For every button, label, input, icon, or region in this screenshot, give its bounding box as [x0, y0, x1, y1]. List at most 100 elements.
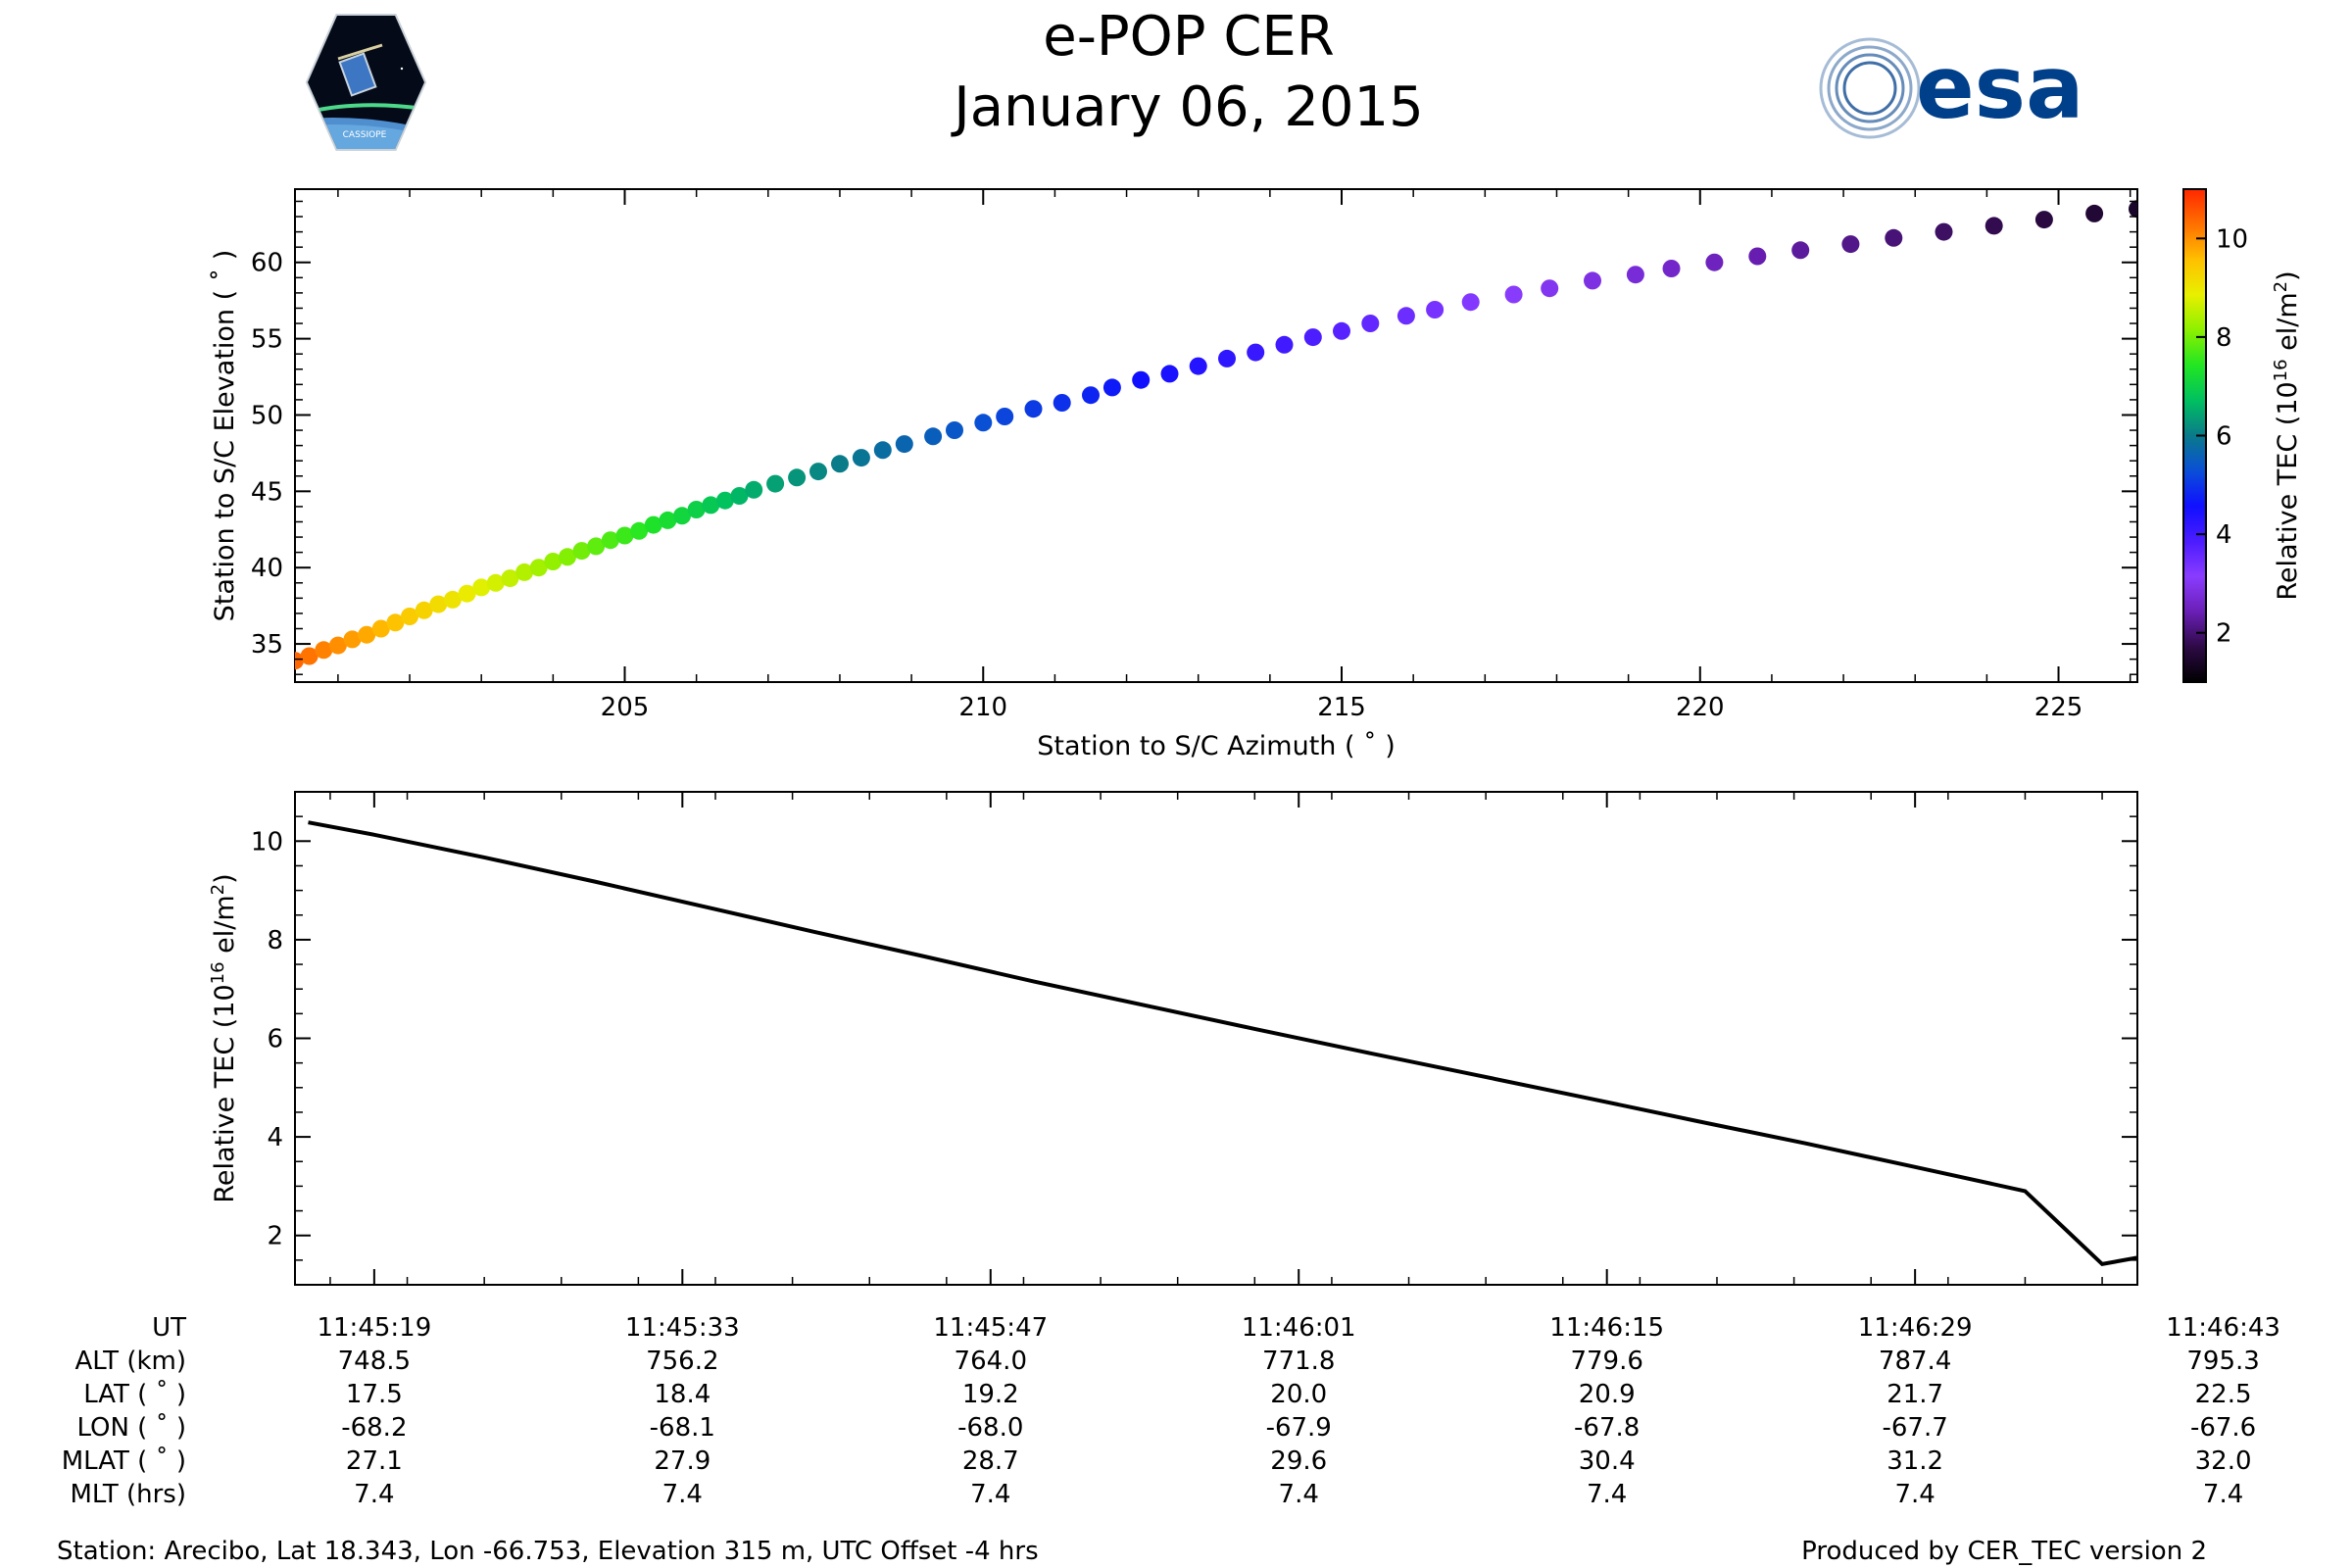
table-cell: 22.5 — [2195, 1380, 2252, 1409]
tec-line-chart: 2 4 6 8 10 Relative TEC (1016 el/m2) — [208, 791, 2138, 1286]
scatter-point — [472, 578, 491, 597]
scatter-point — [1024, 400, 1043, 418]
x-tick-label: 225 — [2034, 693, 2083, 722]
scatter-point — [2034, 211, 2053, 229]
scatter-point — [895, 435, 913, 454]
scatter-point — [486, 573, 505, 592]
table-cell: 30.4 — [1579, 1446, 1636, 1476]
table-cell: 11:46:29 — [1858, 1313, 1973, 1343]
scatter-point — [630, 521, 649, 540]
scatter-point — [1275, 335, 1294, 354]
table-cell: 764.0 — [955, 1347, 1027, 1376]
scatter-point — [1748, 247, 1767, 266]
table-cell: -68.2 — [341, 1413, 407, 1443]
table-cell: -67.8 — [1574, 1413, 1640, 1443]
scatter-point — [2085, 204, 2104, 222]
scatter-point — [615, 526, 634, 545]
line-plot-frame — [294, 791, 2138, 1286]
scatter-point — [644, 515, 662, 534]
table-cell: 29.6 — [1270, 1446, 1327, 1476]
x-tick-label: 205 — [601, 693, 650, 722]
y-tick-label: 6 — [267, 1025, 283, 1054]
table-cell: 787.4 — [1879, 1347, 1951, 1376]
colorbar-tick-label: 6 — [2216, 422, 2232, 452]
scatter-point — [371, 619, 390, 638]
table-cell: 7.4 — [2203, 1480, 2243, 1509]
scatter-point — [1662, 260, 1681, 277]
scatter-point — [601, 531, 619, 550]
scatter-point — [458, 584, 476, 603]
scatter-point — [1584, 271, 1601, 290]
colorbar-tick-label: 2 — [2216, 619, 2232, 649]
esa-logo-text: esa — [1916, 37, 2083, 138]
table-row-label: LAT ( ˚ ) — [83, 1380, 186, 1409]
scatter-point — [1082, 386, 1100, 405]
scatter-point — [702, 496, 720, 514]
scatter-point — [429, 595, 448, 613]
y-tick-label: 50 — [251, 401, 283, 430]
y-tick-label: 10 — [251, 827, 283, 857]
scatter-point — [1426, 301, 1445, 318]
table-cell: 21.7 — [1886, 1380, 1943, 1409]
scatter-plot-frame — [294, 188, 2138, 683]
scatter-point — [415, 601, 433, 619]
scatter-point — [515, 563, 534, 581]
scatter-point — [343, 630, 362, 649]
scatter-point — [386, 613, 405, 632]
scatter-point — [766, 474, 785, 493]
scatter-point — [300, 647, 318, 665]
table-cell: -68.1 — [650, 1413, 715, 1443]
x-tick-label: 220 — [1676, 693, 1725, 722]
scatter-point — [1984, 217, 2003, 235]
table-cell: 18.4 — [654, 1380, 710, 1409]
scatter-point — [1461, 293, 1480, 312]
scatter-point — [1396, 307, 1415, 325]
scatter-point — [1218, 349, 1236, 368]
table-cell: 11:46:01 — [1242, 1313, 1356, 1343]
scatter-point — [1626, 266, 1644, 284]
y-tick-label: 60 — [251, 249, 283, 278]
scatter-point — [1705, 253, 1724, 271]
scatter-point — [1541, 279, 1559, 298]
table-cell: 7.4 — [1894, 1480, 1935, 1509]
scatter-point — [1189, 357, 1207, 375]
table-cell: 11:45:33 — [625, 1313, 740, 1343]
scatter-point — [873, 441, 892, 460]
scatter-point — [673, 507, 691, 525]
colorbar-tick-label: 10 — [2216, 224, 2248, 254]
table-cell: 748.5 — [338, 1347, 411, 1376]
scatter-point — [443, 590, 462, 609]
scatter-point — [730, 487, 749, 505]
table-cell: 11:46:15 — [1549, 1313, 1664, 1343]
line-y-axis-label: Relative TEC (1016 el/m2) — [208, 873, 240, 1202]
table-cell: 20.9 — [1579, 1380, 1636, 1409]
esa-logo: esa — [1819, 37, 2083, 139]
table-cell: 7.4 — [1587, 1480, 1627, 1509]
table-cell: -67.7 — [1883, 1413, 1948, 1443]
scatter-point — [1333, 321, 1350, 340]
scatter-point — [687, 501, 706, 518]
table-cell: 11:45:47 — [933, 1313, 1048, 1343]
scatter-point — [2129, 200, 2137, 219]
scatter-y-axis-label: Station to S/C Elevation ( ˚ ) — [210, 250, 240, 622]
table-row-label: ALT (km) — [74, 1347, 186, 1376]
elevation-scatter-chart: 205 210 215 220 225 35 40 45 50 55 60 Station to S… — [210, 188, 2138, 761]
scatter-point — [659, 511, 677, 529]
colorbar-tick-label: 8 — [2216, 323, 2232, 353]
table-cell: -68.0 — [957, 1413, 1023, 1443]
table-cell: -67.6 — [2190, 1413, 2256, 1443]
y-tick-label: 8 — [267, 926, 283, 956]
scatter-x-axis-label: Station to S/C Azimuth ( ˚ ) — [1037, 731, 1396, 761]
table-cell: 771.8 — [1262, 1347, 1335, 1376]
table-cell: 28.7 — [962, 1446, 1019, 1476]
scatter-point — [924, 427, 943, 446]
table-row-label: UT — [152, 1313, 186, 1343]
producer-info: Produced by CER_TEC version 2 — [1801, 1537, 2207, 1566]
chart-subtitle: January 06, 2015 — [951, 75, 1423, 139]
scatter-point — [1791, 241, 1810, 260]
scatter-point — [328, 636, 347, 655]
orbit-parameter-table: UT ALT (km) LAT ( ˚ ) LON ( ˚ )MLAT ( ˚ ) ML… — [62, 1313, 2280, 1509]
colorbar-tick-label: 4 — [2216, 520, 2232, 550]
tec-line-series — [308, 820, 2137, 1267]
